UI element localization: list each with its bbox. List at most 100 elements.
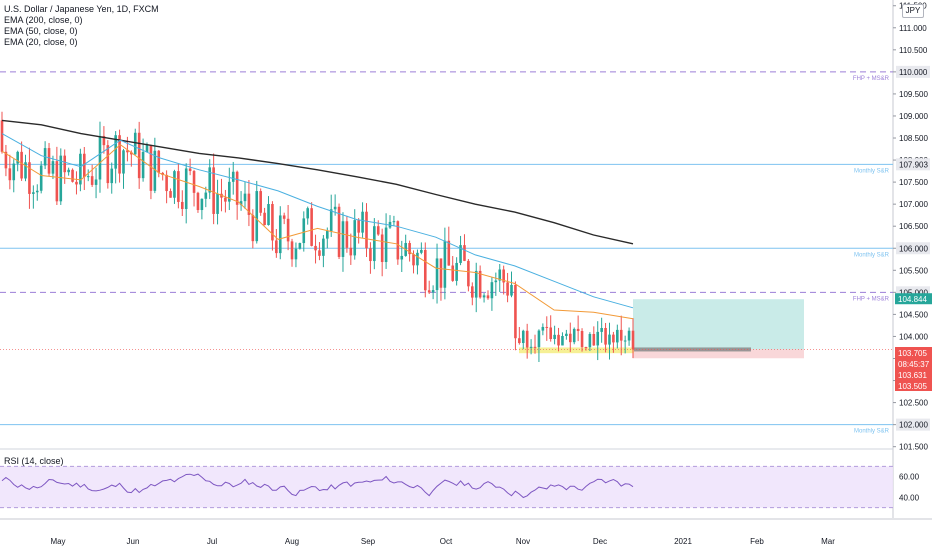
candle-body	[157, 150, 161, 173]
candle-body	[306, 208, 310, 219]
time-tick-label: Nov	[516, 537, 530, 546]
candle-body	[298, 243, 302, 249]
price-tick-label: 111.000	[899, 24, 927, 33]
candle-body	[459, 245, 462, 263]
candle-body	[67, 169, 70, 173]
time-tick-label: Jul	[207, 537, 217, 546]
candle-body	[616, 329, 619, 343]
ema-line-0	[1, 119, 634, 245]
price-tick-label: 105.500	[899, 266, 928, 275]
candle-body	[169, 191, 172, 198]
price-tick-label: 104.000	[899, 332, 928, 341]
candle-body	[431, 290, 435, 293]
candle-body	[568, 333, 572, 343]
level-label: Monthly S&R	[854, 429, 890, 435]
candle-body	[63, 155, 67, 173]
level-badge	[896, 418, 930, 431]
candle-body	[216, 193, 219, 214]
time-tick-label: 2021	[674, 537, 692, 546]
price-label-badge	[895, 358, 932, 369]
candle-body	[314, 245, 317, 251]
candle-body	[278, 215, 282, 254]
price-tick-label: 104.500	[899, 310, 928, 319]
candle-body	[180, 201, 184, 210]
level-badge	[896, 158, 930, 171]
time-tick-label: Aug	[285, 537, 299, 546]
candle-body	[239, 201, 243, 205]
candle-body	[631, 330, 635, 350]
candle-body	[51, 161, 55, 174]
candle-body	[4, 151, 8, 169]
candle-body	[325, 231, 329, 239]
price-tick-label: 102.500	[899, 399, 928, 408]
price-tick-label: 109.500	[899, 90, 928, 99]
candle-body	[423, 249, 427, 291]
time-tick-label: Feb	[750, 537, 764, 546]
price-tick-label: 110.500	[899, 46, 928, 55]
candle-body	[565, 333, 568, 337]
candle-body	[553, 334, 556, 340]
candle-body	[498, 269, 502, 281]
candle-body	[541, 326, 545, 331]
time-tick-label: Dec	[593, 537, 607, 546]
candle-body	[596, 331, 600, 346]
candle-body	[455, 262, 458, 281]
candle-body	[337, 206, 341, 257]
candle-body	[126, 150, 129, 153]
level-label: Monthly S&R	[854, 252, 890, 258]
candle-body	[506, 282, 509, 296]
candle-body	[514, 284, 517, 339]
level-badge-text: 105.000	[899, 288, 928, 297]
candle-body	[369, 248, 372, 262]
candle-body	[322, 238, 325, 256]
candle-body	[572, 328, 576, 343]
candle-body	[380, 234, 384, 263]
candle-body	[141, 151, 145, 179]
price-label-text: 08:45:37	[898, 360, 930, 369]
candle-body	[267, 204, 270, 226]
candle-body	[435, 258, 439, 291]
candle-body	[263, 212, 266, 226]
candle-body	[525, 330, 529, 348]
candle-body	[275, 240, 278, 254]
candle-body	[392, 221, 396, 223]
price-label-text: 103.505	[898, 382, 927, 391]
candle-body	[510, 284, 513, 296]
candle-body	[259, 191, 262, 213]
candle-body	[612, 334, 615, 343]
candle-body	[592, 333, 596, 346]
candle-body	[165, 174, 168, 192]
candle-body	[521, 330, 525, 344]
price-label-badge	[895, 380, 932, 391]
chart-legend: U.S. Dollar / Japanese Yen, 1D, FXCM EMA…	[4, 4, 159, 48]
price-label-badge	[895, 369, 932, 380]
candle-body	[208, 167, 212, 193]
candle-body	[12, 163, 16, 181]
candle-body	[145, 145, 149, 152]
candle-body	[282, 215, 286, 219]
candle-body	[604, 327, 607, 345]
candle-body	[133, 132, 137, 155]
time-tick-label: Jun	[127, 537, 140, 546]
candle-body	[361, 211, 364, 233]
candle-body	[35, 190, 39, 193]
candle-body	[83, 153, 86, 178]
candle-body	[471, 286, 474, 298]
ema-line-2	[1, 143, 634, 320]
price-tick-label: 107.500	[899, 178, 928, 187]
candles	[0, 111, 635, 363]
candle-body	[588, 333, 592, 348]
candle-body	[384, 227, 388, 263]
candle-body	[416, 252, 419, 266]
candle-body	[251, 214, 255, 242]
position-target-zone	[633, 299, 804, 350]
price-label-text: 103.705	[898, 349, 927, 358]
candle-body	[561, 336, 564, 346]
candle-body	[600, 327, 603, 332]
candle-body	[47, 148, 51, 174]
candle-body	[204, 192, 208, 199]
currency-badge[interactable]: JPY	[902, 4, 924, 18]
candle-body	[310, 208, 313, 246]
candle-body	[212, 167, 215, 214]
